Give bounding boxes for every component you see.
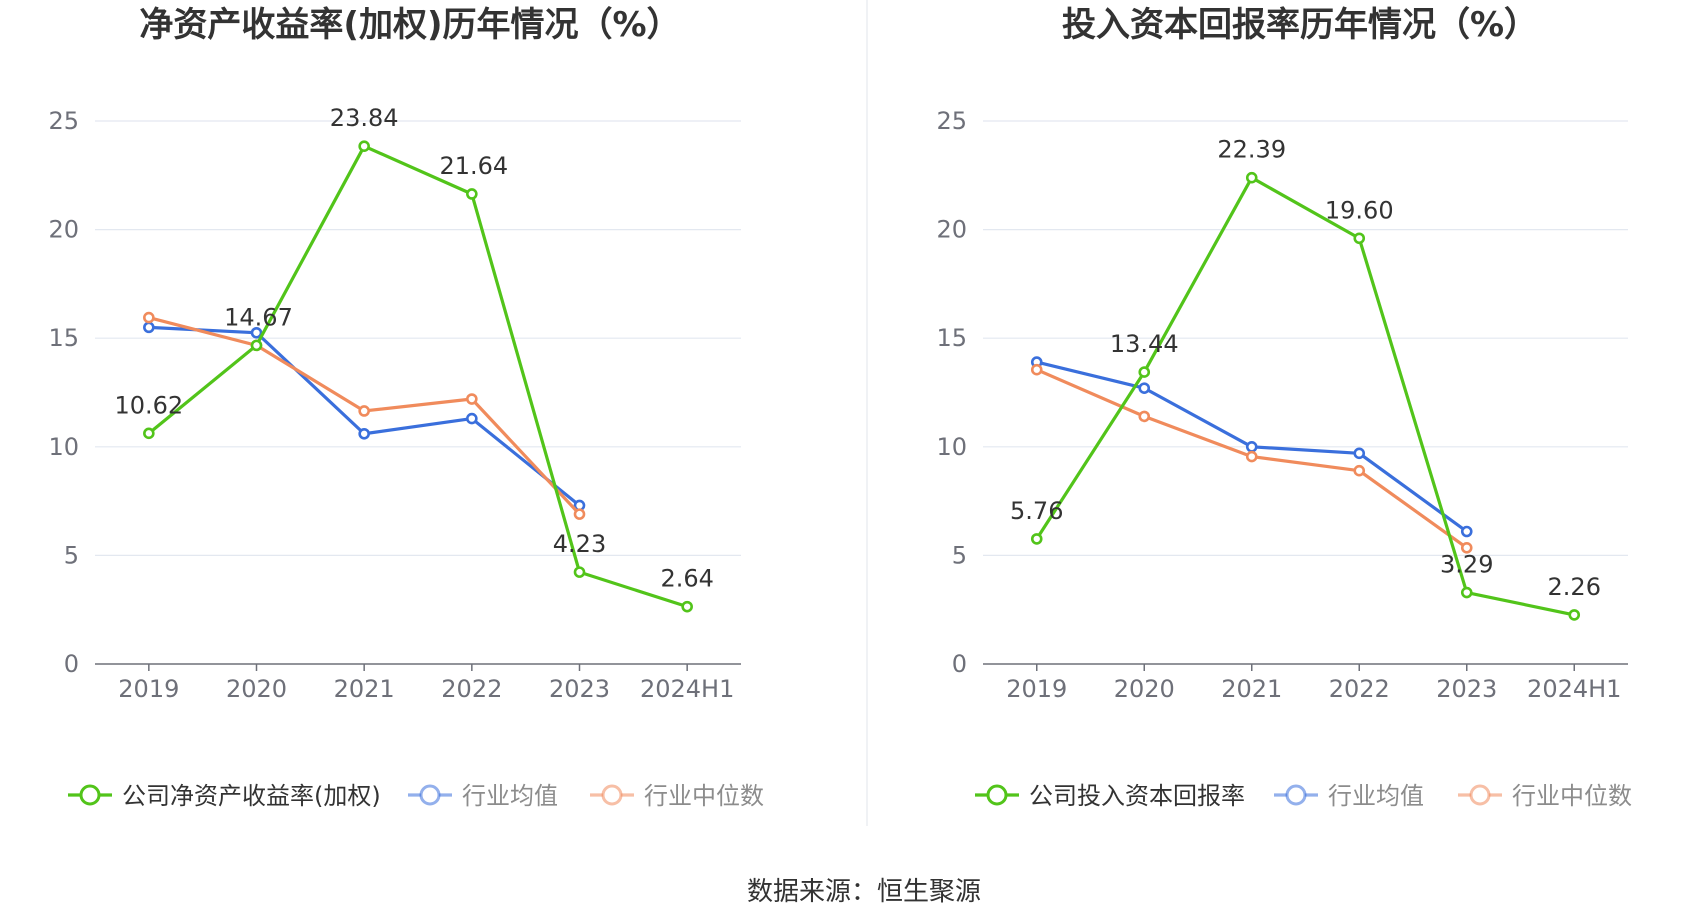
x-tick-label: 2023 — [1436, 675, 1497, 703]
x-tick-label: 2024H1 — [640, 675, 734, 703]
legend-avg: 行业均值 — [408, 782, 558, 810]
x-tick-label: 2022 — [1329, 675, 1390, 703]
data-point-industry-median — [1030, 363, 1043, 376]
roic-chart: 投入资本回报率历年情况（%） 0 5 10 15 20 25 2019 2020 2021 2022… — [936, 5, 1632, 810]
data-point-company — [573, 566, 586, 578]
legend-company: 公司净资产收益率(加权) — [68, 782, 381, 810]
x-tick-label: 2019 — [1006, 675, 1067, 703]
data-point-company — [1138, 366, 1151, 378]
y-tick-label: 15 — [48, 324, 79, 352]
data-point-company — [1568, 609, 1581, 621]
data-label: 13.44 — [1110, 330, 1179, 358]
y-tick-label: 0 — [64, 650, 79, 678]
legend-label: 行业均值 — [1328, 782, 1424, 810]
x-tick-label: 2019 — [118, 675, 179, 703]
roe-chart: 净资产收益率(加权)历年情况（%） 0 5 10 15 20 25 2019 2020 2021 2… — [48, 5, 764, 810]
y-tick-label: 5 — [952, 541, 967, 569]
series-line-company — [147, 144, 688, 609]
legend-marker — [1469, 784, 1491, 806]
legend-label: 行业中位数 — [1512, 782, 1632, 810]
data-point-company — [250, 339, 263, 352]
data-point-industry-median — [1353, 464, 1366, 477]
legend-avg: 行业均值 — [1274, 782, 1424, 810]
y-tick-label: 25 — [936, 107, 967, 135]
x-tick-label: 2020 — [1114, 675, 1175, 703]
legend-marker — [601, 784, 623, 806]
data-point-industry-median — [573, 508, 586, 520]
data-point-company — [681, 600, 693, 613]
y-tick-label: 10 — [48, 433, 79, 461]
data-label: 23.84 — [330, 104, 399, 132]
data-source-text: 数据来源：恒生聚源 — [747, 877, 981, 907]
data-point-industry-median — [1460, 541, 1473, 554]
data-point-industry-avg — [250, 326, 263, 339]
data-label: 2.64 — [660, 565, 713, 593]
data-point-industry-median — [466, 393, 478, 405]
x-tick-label: 2024H1 — [1527, 675, 1621, 703]
data-point-industry-median — [143, 311, 155, 324]
data-point-company — [1030, 533, 1043, 545]
x-tick-label: 2021 — [1221, 675, 1282, 703]
chart-title: 投入资本回报率历年情况（%） — [1062, 5, 1538, 45]
data-point-industry-median — [1245, 450, 1258, 463]
y-tick-label: 5 — [64, 541, 79, 569]
y-tick-label: 15 — [936, 324, 967, 352]
y-tick-label: 0 — [952, 650, 967, 678]
x-tick-label: 2020 — [226, 675, 287, 703]
x-tick-label: 2022 — [441, 675, 502, 703]
data-point-industry-median — [358, 405, 370, 417]
data-point-industry-avg — [1460, 525, 1473, 538]
data-label: 4.23 — [553, 530, 606, 558]
data-point-industry-avg — [1353, 447, 1366, 460]
y-tick-label: 20 — [48, 216, 79, 244]
legend-median: 行业中位数 — [1458, 782, 1632, 810]
data-point-industry-avg — [1245, 440, 1258, 453]
data-label: 3.29 — [1440, 551, 1493, 579]
data-label: 14.67 — [224, 303, 293, 331]
legend-company: 公司投入资本回报率 — [975, 782, 1245, 810]
data-point-company — [1245, 171, 1258, 184]
legend-label: 行业中位数 — [644, 782, 764, 810]
y-tick-label: 25 — [48, 107, 79, 135]
legend-label: 公司投入资本回报率 — [1029, 782, 1245, 810]
y-tick-label: 10 — [936, 433, 967, 461]
data-point-industry-avg — [358, 427, 370, 440]
data-label: 22.39 — [1217, 136, 1286, 164]
x-tick-label: 2023 — [549, 675, 610, 703]
legend-marker — [986, 784, 1008, 806]
data-point-company — [143, 427, 155, 440]
data-point-industry-avg — [1138, 382, 1151, 394]
data-point-industry-avg — [143, 321, 155, 334]
series-line-company — [1035, 176, 1575, 617]
chart-title: 净资产收益率(加权)历年情况（%） — [139, 5, 680, 45]
data-label: 2.26 — [1548, 573, 1601, 601]
data-point-industry-median — [1138, 410, 1151, 423]
y-tick-label: 20 — [936, 216, 967, 244]
legend-marker — [1285, 784, 1307, 806]
data-label: 10.62 — [114, 391, 183, 419]
data-point-company — [1460, 586, 1473, 599]
legend-median: 行业中位数 — [590, 782, 764, 810]
data-label: 21.64 — [439, 152, 508, 180]
data-point-company — [466, 188, 478, 200]
legend-marker — [419, 784, 441, 806]
legend-label: 公司净资产收益率(加权) — [122, 782, 381, 810]
data-point-industry-avg — [466, 412, 478, 425]
data-point-company — [1353, 232, 1366, 245]
data-label: 19.60 — [1325, 196, 1394, 224]
data-point-company — [358, 140, 370, 152]
legend-marker — [79, 784, 101, 806]
legend-label: 行业均值 — [462, 782, 558, 810]
x-tick-label: 2021 — [334, 675, 395, 703]
data-label: 5.76 — [1010, 497, 1063, 525]
